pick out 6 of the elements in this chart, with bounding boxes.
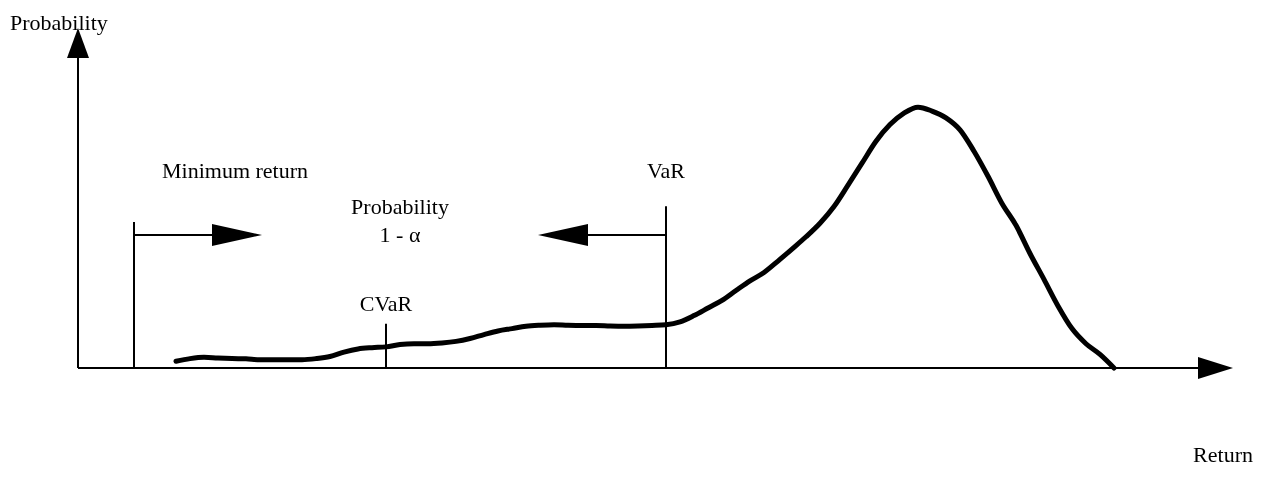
- x-axis-title: Return: [1193, 442, 1253, 467]
- annotation: VaR: [647, 157, 686, 183]
- annotation: CVaR: [359, 290, 413, 316]
- y-axis-title: Probability: [10, 10, 108, 35]
- annotation: Probability 1 - α: [350, 192, 450, 249]
- annotation: Minimum return: [162, 157, 309, 183]
